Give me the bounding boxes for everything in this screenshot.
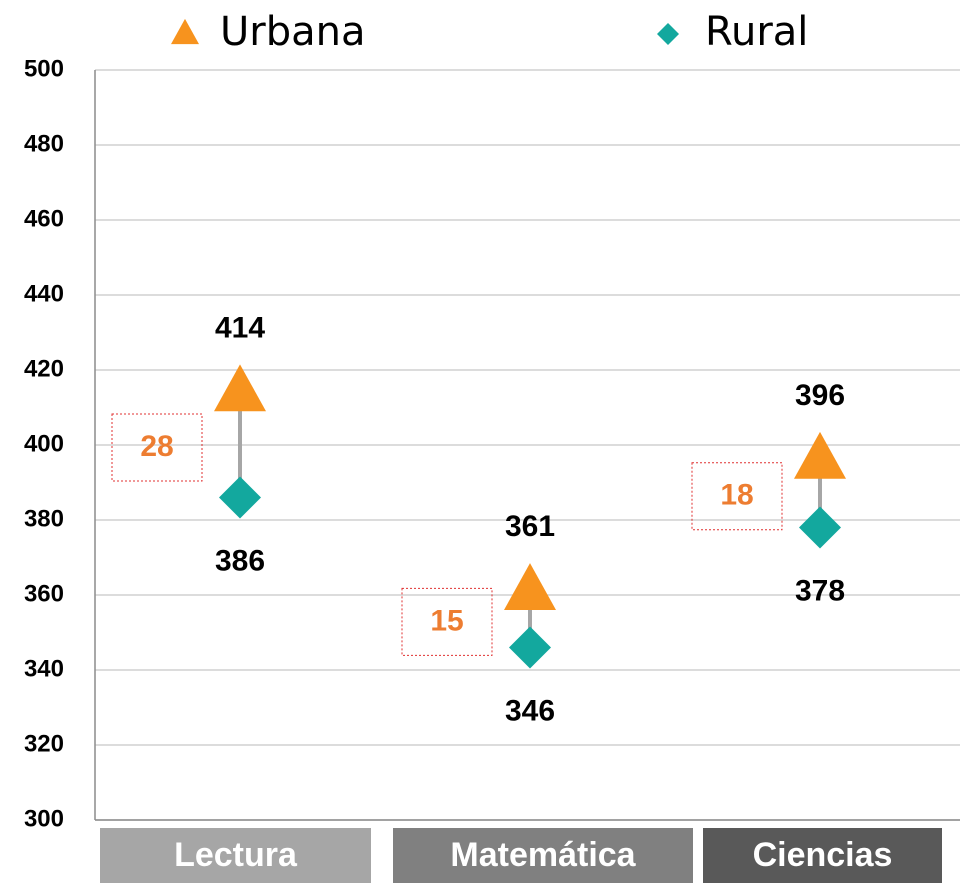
y-tick-label: 380 xyxy=(24,505,64,532)
y-tick-label: 440 xyxy=(24,280,64,307)
marker-triangle xyxy=(794,431,846,479)
y-tick-label: 500 xyxy=(24,55,64,82)
annotation-box xyxy=(111,413,203,482)
x-tick-label: Ciencias xyxy=(753,836,893,874)
annotation: 28 xyxy=(140,430,173,463)
y-tick-label: 340 xyxy=(24,655,64,682)
data-label: 396 xyxy=(795,379,845,412)
marker-triangle xyxy=(171,18,199,45)
data-label: 361 xyxy=(505,510,555,543)
legend-label: Urbana xyxy=(220,9,366,55)
y-tick-label: 320 xyxy=(24,730,64,757)
x-tick-label: Lectura xyxy=(174,836,298,874)
y-tick-label: 300 xyxy=(24,805,64,832)
category-box xyxy=(703,828,942,883)
annotation-box xyxy=(401,587,493,656)
y-tick-label: 360 xyxy=(24,580,64,607)
y-tick-label: 420 xyxy=(24,355,64,382)
marker-triangle xyxy=(504,563,556,610)
x-tick-label: Matemática xyxy=(450,836,636,874)
category-box xyxy=(393,828,693,883)
y-tick-label: 460 xyxy=(24,205,64,232)
legend-label: Rural xyxy=(705,9,808,55)
category-box xyxy=(100,828,371,883)
annotation: 15 xyxy=(430,604,463,637)
annotation: 18 xyxy=(720,479,753,512)
marker-diamond xyxy=(509,626,551,669)
marker-diamond xyxy=(657,23,679,45)
data-label: 378 xyxy=(795,574,845,607)
marker-diamond xyxy=(799,506,841,549)
data-label: 386 xyxy=(215,544,265,577)
y-tick-label: 480 xyxy=(24,130,64,157)
data-label: 346 xyxy=(505,694,555,727)
data-label: 414 xyxy=(215,311,265,344)
marker-triangle xyxy=(214,364,266,412)
y-tick-label: 400 xyxy=(24,430,64,457)
annotation-box xyxy=(691,462,783,531)
marker-diamond xyxy=(219,476,261,519)
